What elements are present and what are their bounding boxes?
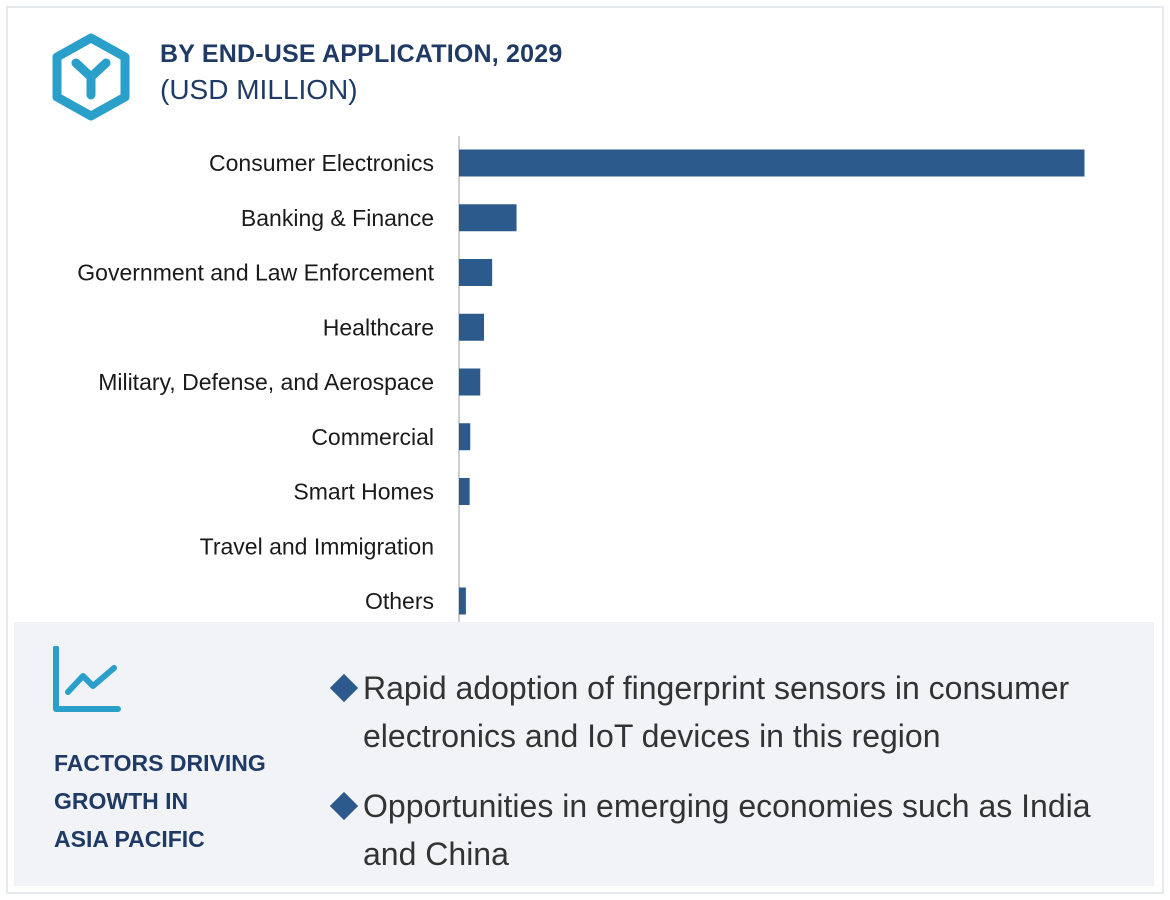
category-label: Consumer Electronics [209, 150, 434, 176]
factor-bullet-2: Opportunities in emerging economies such… [329, 782, 1150, 878]
category-label: Travel and Immigration [200, 533, 434, 559]
diamond-bullet-icon [329, 791, 359, 821]
factors-panel [14, 622, 1154, 886]
category-label: Commercial [311, 424, 434, 450]
factor-bullet-text: Rapid adoption of fingerprint sensors in… [363, 670, 1070, 754]
category-label: Government and Law Enforcement [77, 260, 434, 286]
bar-chart: Consumer Electronics Banking & Finance Gov… [77, 136, 1085, 628]
category-label: Military, Defense, and Aerospace [98, 369, 434, 395]
factor-bullet-text: Opportunities in emerging economies such… [363, 788, 1091, 872]
bar [459, 204, 517, 232]
bar-series [459, 149, 1085, 615]
hexagon-y-logo-icon [52, 33, 130, 121]
diamond-bullet-icon [329, 673, 359, 703]
chart-subtitle: (USD MILLION) [160, 74, 358, 105]
bar [459, 587, 466, 615]
bar [459, 149, 1085, 177]
factors-title-line-2: GROWTH IN [54, 788, 189, 814]
factors-title: FACTORS DRIVING GROWTH IN ASIA PACIFIC [54, 744, 314, 858]
chart-title: BY END-USE APPLICATION, 2029 [160, 40, 563, 68]
factor-bullet-1: Rapid adoption of fingerprint sensors in… [329, 664, 1150, 760]
category-label: Others [365, 588, 434, 614]
bar [459, 368, 481, 396]
line-chart-trend-icon [53, 646, 121, 712]
category-labels: Consumer Electronics Banking & Finance Gov… [77, 150, 434, 614]
factors-title-line-3: ASIA PACIFIC [54, 826, 205, 852]
category-label: Healthcare [323, 314, 434, 340]
factors-title-line-1: FACTORS DRIVING [54, 750, 266, 776]
bar [459, 478, 470, 505]
bar [459, 313, 485, 341]
category-label: Smart Homes [293, 479, 434, 505]
bar [459, 423, 471, 451]
category-label: Banking & Finance [241, 205, 434, 231]
bar [459, 259, 493, 286]
